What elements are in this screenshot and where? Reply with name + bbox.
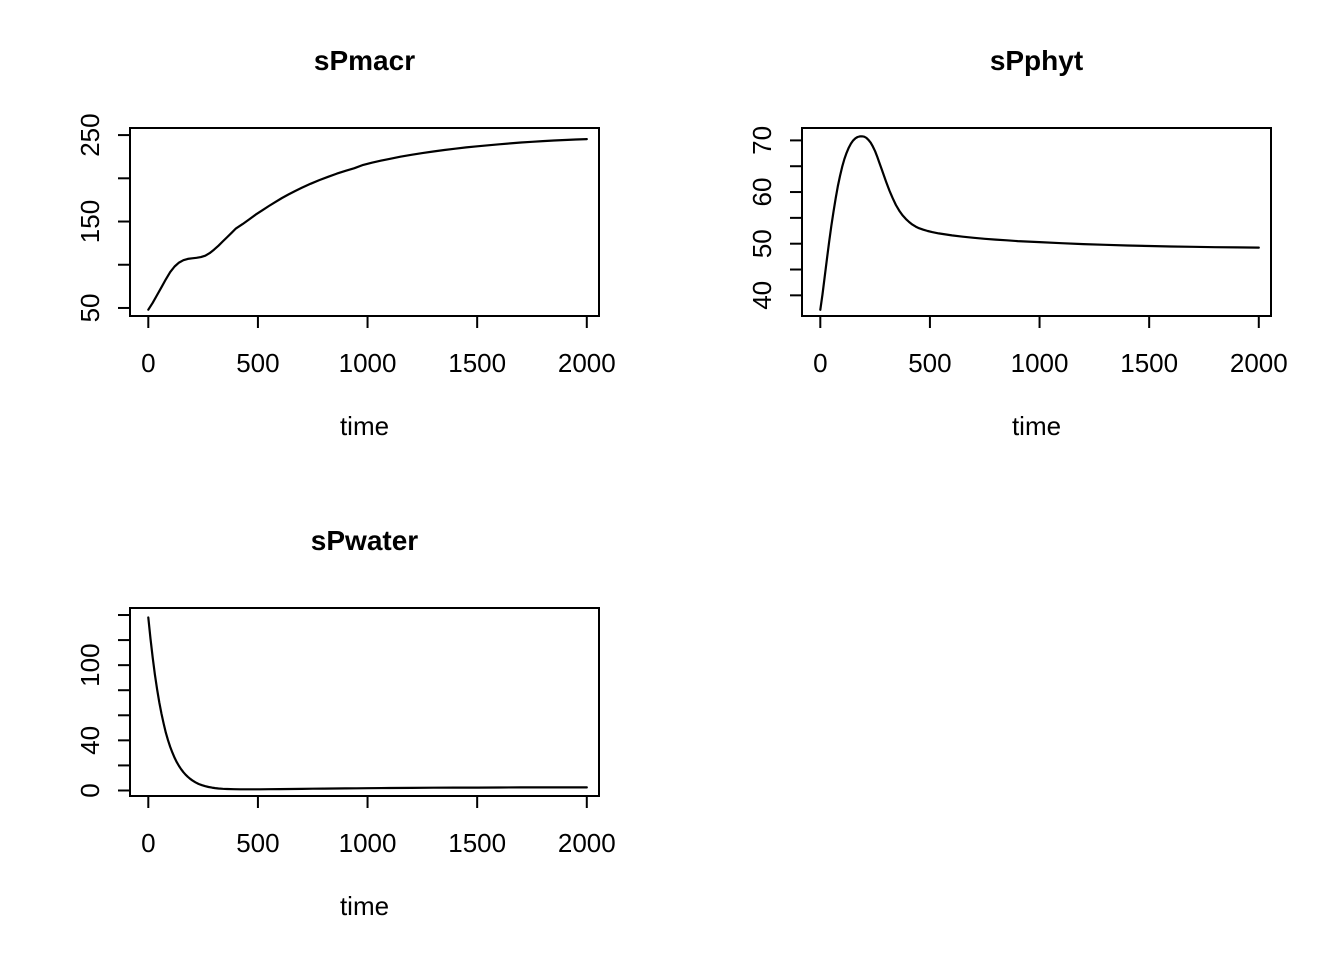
y-tick-label: 250 bbox=[75, 113, 105, 156]
spwater-plot-svg: 0 500 1000 1500 2000 0 40 100 bbox=[75, 607, 616, 858]
x-tick-label: 500 bbox=[236, 348, 279, 378]
x-axis-label: time bbox=[339, 891, 390, 921]
x-tick-label: 500 bbox=[236, 828, 279, 858]
chart-panel-spmacr: sPmacr 0 500 1000 1500 2000 50 150 250 time bbox=[0, 0, 672, 480]
series-line-sPwater bbox=[147, 616, 588, 791]
series-line-sPmacr bbox=[147, 138, 588, 311]
y-tick-label: 40 bbox=[747, 281, 777, 310]
x-axis-label: time bbox=[339, 411, 390, 441]
plot-frame bbox=[129, 607, 600, 797]
plot-frame bbox=[801, 127, 1272, 317]
x-tick-label: 1500 bbox=[1120, 348, 1178, 378]
x-tick-label: 2000 bbox=[558, 348, 616, 378]
y-tick-label: 50 bbox=[747, 229, 777, 258]
y-tick-label: 150 bbox=[75, 200, 105, 243]
chart-title: sPmacr bbox=[313, 45, 416, 76]
series-line-sPphyt bbox=[819, 135, 1260, 311]
x-tick-label: 1000 bbox=[1011, 348, 1069, 378]
chart-panel-spwater: sPwater 0 500 1000 1500 2000 0 40 100 time bbox=[0, 480, 672, 960]
x-tick-label: 1000 bbox=[339, 828, 397, 858]
y-tick-label: 0 bbox=[75, 783, 105, 797]
x-tick-label: 1500 bbox=[448, 828, 506, 858]
x-tick-label: 0 bbox=[141, 828, 155, 858]
x-tick-label: 0 bbox=[141, 348, 155, 378]
x-tick-label: 1000 bbox=[339, 348, 397, 378]
x-axis-label: time bbox=[1011, 411, 1062, 441]
x-tick-label: 0 bbox=[813, 348, 827, 378]
y-tick-label: 40 bbox=[75, 726, 105, 755]
spmacr-plot-svg: 0 500 1000 1500 2000 50 150 250 bbox=[75, 113, 616, 378]
spphyt-plot-svg: 0 500 1000 1500 2000 40 50 60 70 bbox=[747, 126, 1288, 378]
x-tick-label: 500 bbox=[908, 348, 951, 378]
chart-title: sPphyt bbox=[989, 45, 1084, 76]
y-tick-label: 50 bbox=[75, 294, 105, 323]
y-tick-label: 70 bbox=[747, 126, 777, 155]
y-tick-label: 100 bbox=[75, 643, 105, 686]
x-tick-label: 2000 bbox=[1230, 348, 1288, 378]
x-tick-label: 2000 bbox=[558, 828, 616, 858]
y-tick-label: 60 bbox=[747, 178, 777, 207]
chart-title: sPwater bbox=[310, 525, 419, 556]
plot-frame bbox=[129, 127, 600, 317]
chart-panel-spphyt: sPphyt 0 500 1000 1500 2000 40 50 60 70 time bbox=[672, 0, 1344, 480]
x-tick-label: 1500 bbox=[448, 348, 506, 378]
